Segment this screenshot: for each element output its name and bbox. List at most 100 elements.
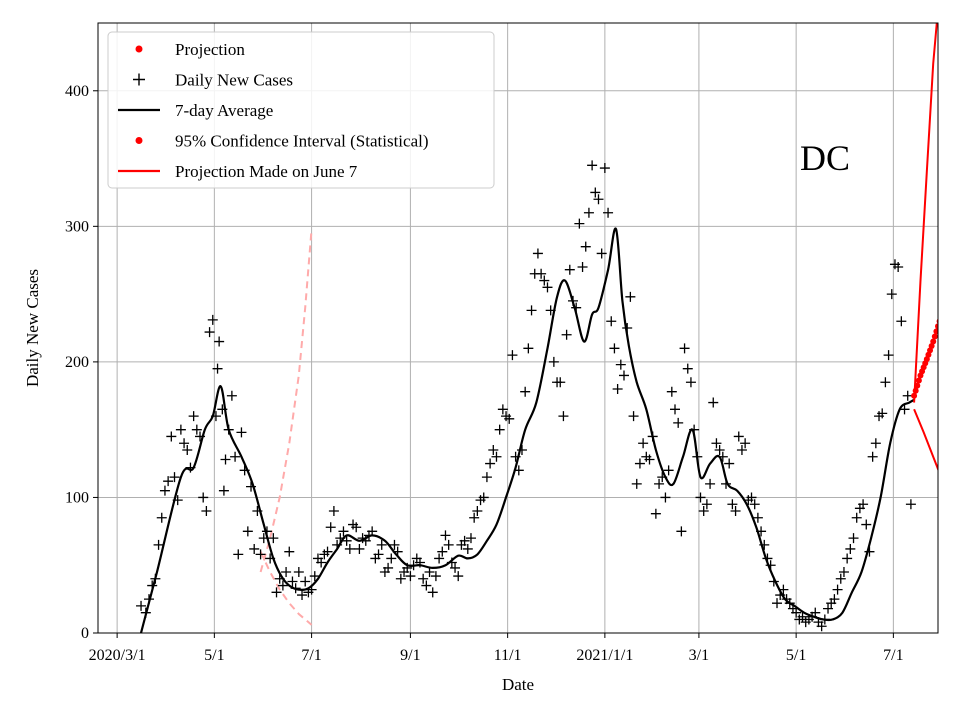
daily-case-point	[191, 424, 202, 435]
daily-case-point	[905, 499, 916, 510]
projection-point	[911, 392, 918, 399]
x-tick-label: 2021/1/1	[576, 647, 633, 664]
daily-case-point	[440, 530, 451, 541]
daily-case-point	[701, 499, 712, 510]
daily-case-point	[472, 506, 483, 516]
daily-case-point	[580, 241, 591, 252]
x-axis-label: Date	[502, 675, 534, 694]
daily-case-point	[507, 350, 518, 361]
daily-case-point	[136, 600, 147, 611]
daily-case-point	[373, 549, 384, 560]
daily-case-point	[453, 571, 464, 582]
daily-case-point	[698, 506, 709, 516]
daily-case-point	[226, 390, 237, 401]
daily-case-point	[727, 499, 738, 510]
x-tick-label: 9/1	[400, 647, 420, 664]
legend-dot-marker	[135, 45, 143, 53]
projection-june7-line	[913, 23, 938, 403]
daily-case-point	[561, 329, 572, 340]
daily-case-point	[896, 316, 907, 327]
daily-case-point	[679, 343, 690, 354]
daily-case-point	[536, 268, 547, 279]
daily-case-point	[797, 611, 808, 622]
daily-case-point	[676, 526, 687, 537]
x-tick-label: 2020/3/1	[89, 647, 146, 664]
legend: Projection Daily New Cases 7-day Average 95…	[107, 31, 495, 189]
daily-case-point	[650, 508, 661, 519]
daily-case-point	[233, 549, 244, 560]
daily-case-point	[214, 336, 225, 347]
daily-case-point	[421, 580, 432, 591]
daily-case-point	[593, 194, 604, 205]
daily-case-point	[705, 478, 716, 489]
daily-case-point	[574, 218, 585, 229]
daily-case-point	[300, 576, 311, 587]
daily-case-point	[625, 291, 636, 302]
daily-case-point	[175, 424, 186, 435]
y-axis-label: Daily New Cases	[23, 269, 42, 387]
daily-case-point	[708, 397, 719, 408]
daily-case-point	[558, 411, 569, 422]
x-tick-label: 11/1	[494, 647, 522, 664]
daily-case-point	[198, 492, 209, 503]
daily-case-point	[218, 485, 229, 496]
daily-case-point	[644, 454, 655, 465]
daily-case-point	[590, 187, 601, 198]
daily-case-point	[736, 445, 747, 455]
daily-case-point	[182, 445, 193, 455]
daily-case-point	[169, 472, 180, 483]
daily-case-point	[207, 314, 218, 325]
daily-case-point	[424, 567, 435, 577]
daily-case-point	[842, 553, 853, 564]
daily-case-point	[603, 207, 614, 218]
daily-case-point	[829, 594, 840, 605]
daily-case-point	[156, 512, 167, 523]
daily-case-point	[277, 580, 288, 591]
daily-case-point	[711, 438, 722, 449]
daily-case-point	[596, 248, 607, 259]
legend-label: Projection Made on June 7	[175, 162, 358, 181]
daily-case-point	[877, 408, 888, 419]
daily-cases-layer	[136, 160, 916, 632]
daily-case-point	[516, 445, 527, 455]
daily-case-point	[376, 539, 387, 550]
daily-case-point	[166, 431, 177, 442]
daily-case-point	[430, 571, 441, 582]
daily-case-point	[418, 573, 429, 584]
daily-case-point	[338, 526, 349, 537]
daily-case-point	[236, 427, 247, 438]
daily-case-point	[434, 553, 445, 564]
daily-case-point	[520, 386, 531, 397]
daily-case-point	[618, 370, 629, 381]
daily-case-point	[564, 264, 575, 275]
daily-case-point	[599, 163, 610, 174]
daily-case-point	[284, 546, 295, 557]
daily-case-point	[848, 533, 859, 544]
daily-case-point	[663, 465, 674, 476]
daily-case-point	[870, 438, 881, 449]
daily-case-point	[478, 492, 489, 503]
y-tick-label: 400	[65, 83, 89, 100]
daily-case-point	[861, 519, 872, 530]
daily-case-point	[459, 535, 470, 546]
daily-case-point	[886, 289, 897, 300]
daily-case-point	[555, 377, 566, 388]
x-tick-label: 5/1	[786, 647, 806, 664]
daily-case-point	[810, 607, 821, 618]
x-tick-label: 7/1	[301, 647, 321, 664]
daily-case-point	[309, 571, 320, 582]
daily-case-point	[587, 160, 598, 171]
daily-case-point	[714, 445, 725, 455]
x-tick-label: 3/1	[689, 647, 709, 664]
daily-case-point	[660, 492, 671, 503]
daily-case-point	[201, 506, 212, 516]
daily-case-point	[835, 573, 846, 584]
daily-case-point	[733, 431, 744, 442]
daily-case-point	[654, 478, 665, 489]
daily-case-point	[583, 207, 594, 218]
daily-case-point	[316, 557, 327, 568]
y-tick-label: 100	[65, 489, 89, 506]
y-tick-label: 0	[81, 625, 89, 642]
daily-case-point	[405, 571, 416, 582]
daily-case-point	[427, 587, 438, 598]
